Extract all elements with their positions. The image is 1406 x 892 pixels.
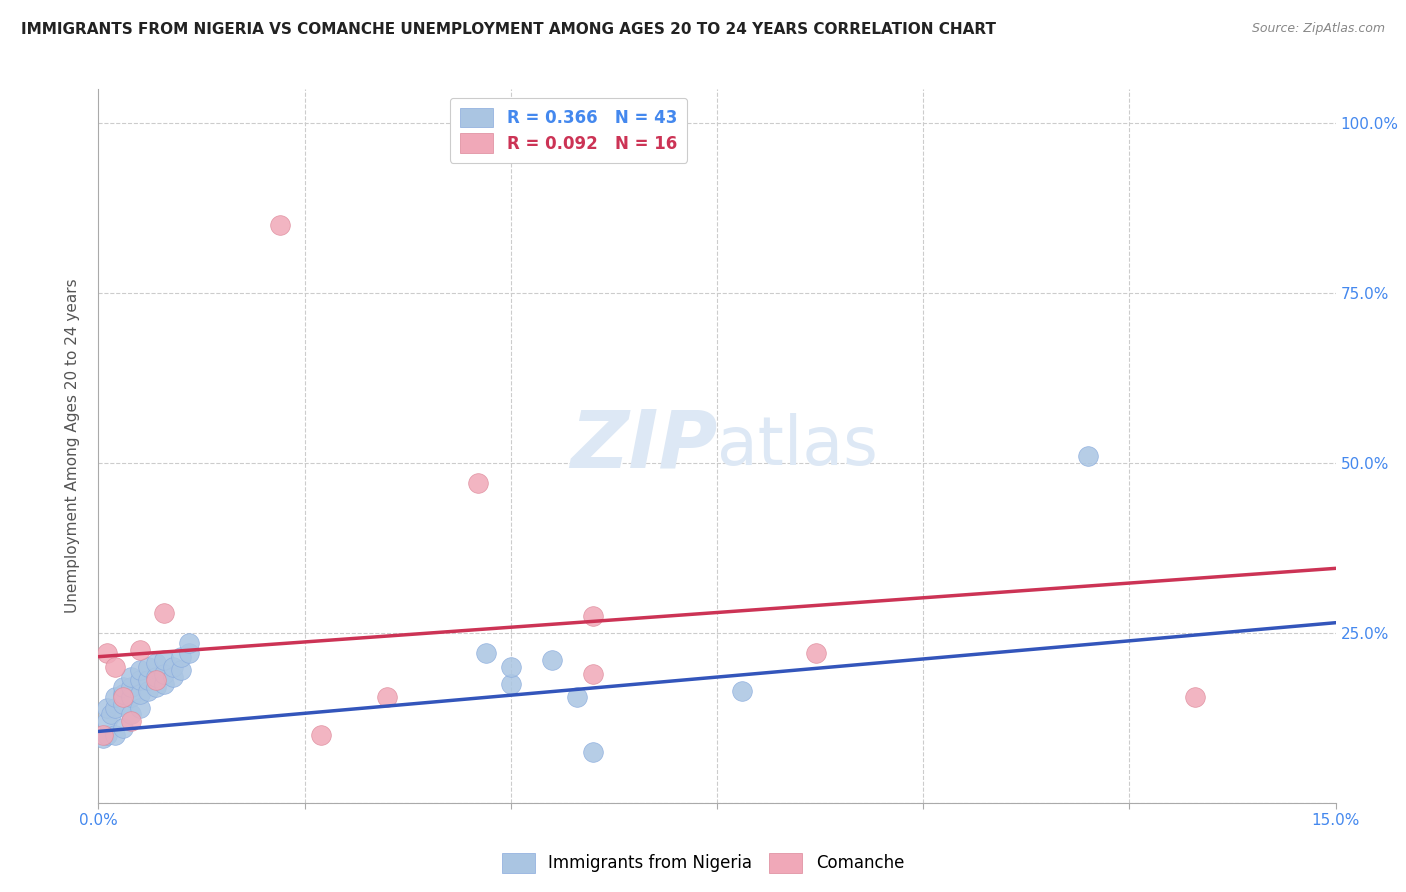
Point [104,700,127,714]
Point [91,731,114,746]
Point [179,636,201,650]
Point [128,673,150,688]
Point [804,646,827,660]
Point [179,646,201,660]
Point [145,673,167,688]
Legend: Immigrants from Nigeria, Comanche: Immigrants from Nigeria, Comanche [495,847,911,880]
Point [170,649,193,664]
Point [375,690,398,705]
Point [499,660,522,674]
Point [582,608,605,623]
Point [153,666,176,681]
Legend: R = 0.366   N = 43, R = 0.092   N = 16: R = 0.366 N = 43, R = 0.092 N = 16 [450,97,688,162]
Point [136,673,159,688]
Text: atlas: atlas [717,413,877,479]
Point [120,670,142,684]
Point [145,670,167,684]
Point [582,666,605,681]
Point [162,660,184,674]
Text: IMMIGRANTS FROM NIGERIA VS COMANCHE UNEMPLOYMENT AMONG AGES 20 TO 24 YEARS CORRE: IMMIGRANTS FROM NIGERIA VS COMANCHE UNEM… [21,22,995,37]
Point [104,728,127,742]
Point [120,707,142,722]
Point [145,680,167,694]
Point [128,700,150,714]
Point [100,707,122,722]
Point [96,700,118,714]
Point [1184,690,1206,705]
Point [128,643,150,657]
Point [162,670,184,684]
Point [112,680,135,694]
Point [565,690,588,705]
Point [269,218,291,232]
Point [128,663,150,677]
Point [104,690,127,705]
Point [136,683,159,698]
Point [467,476,489,491]
Text: ZIP: ZIP [569,407,717,485]
Point [112,687,135,701]
Point [145,657,167,671]
Point [112,690,135,705]
Point [309,728,332,742]
Point [112,698,135,712]
Point [582,745,605,759]
Point [112,721,135,735]
Point [475,646,498,660]
Point [120,690,142,705]
Point [499,677,522,691]
Y-axis label: Unemployment Among Ages 20 to 24 years: Unemployment Among Ages 20 to 24 years [65,278,80,614]
Point [541,653,564,667]
Point [96,728,118,742]
Point [96,646,118,660]
Point [731,683,754,698]
Point [128,687,150,701]
Point [120,714,142,729]
Point [136,660,159,674]
Point [96,714,118,729]
Point [153,606,176,620]
Point [153,653,176,667]
Point [120,680,142,694]
Text: Source: ZipAtlas.com: Source: ZipAtlas.com [1251,22,1385,36]
Point [1077,449,1099,463]
Point [91,728,114,742]
Point [153,677,176,691]
Point [104,660,127,674]
Point [170,663,193,677]
